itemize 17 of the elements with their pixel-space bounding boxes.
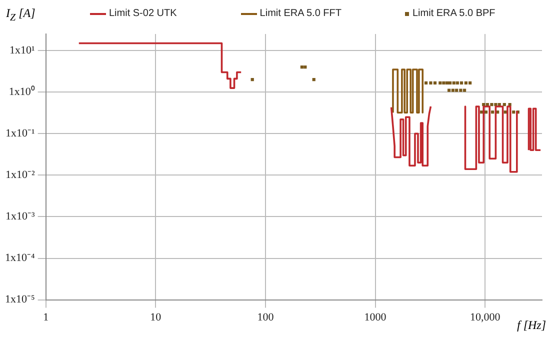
y-tick-label: 1x10⁰ [8, 84, 35, 98]
legend-label: Limit S-02 UTK [109, 8, 177, 19]
x-tick-label: 1000 [364, 311, 387, 324]
legend-label: Limit ERA 5.0 FFT [260, 8, 342, 19]
x-tick-label: 100 [257, 311, 274, 324]
x-tick-label: 10 [150, 311, 162, 324]
y-tick-label: 1x10¹ [10, 44, 35, 56]
y-tick-label: 1x10⁻³ [6, 210, 36, 223]
y-tick-label: 1x10⁻⁵ [4, 294, 35, 306]
y-axis-title: I$_{Z}$ [A] [6, 6, 36, 24]
x-tick-label: 1 [43, 311, 49, 324]
x-tick-label: 10,000 [470, 311, 501, 324]
y-tick-label: 1x10⁻¹ [6, 128, 35, 140]
y-tick-label: 1x10⁻⁴ [4, 252, 35, 264]
x-axis-title: f [Hz] [516, 318, 546, 333]
legend-label: Limit ERA 5.0 BPF [412, 8, 496, 19]
y-tick-label: 1x10⁻² [6, 169, 36, 182]
